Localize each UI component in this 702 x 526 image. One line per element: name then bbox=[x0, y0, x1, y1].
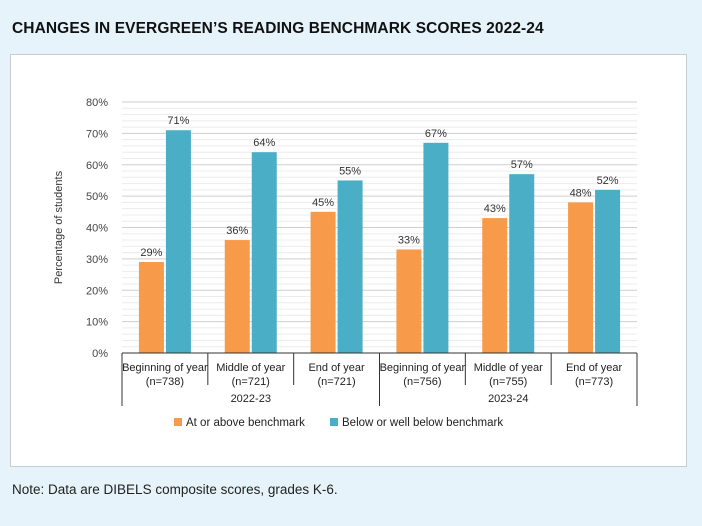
y-tick-label: 10% bbox=[86, 317, 108, 329]
data-label: 36% bbox=[226, 225, 248, 237]
y-tick-label: 70% bbox=[86, 128, 108, 140]
legend-at-or-above-label: At or above benchmark bbox=[186, 417, 305, 429]
bar-below bbox=[595, 189, 621, 353]
bar-at-or-above bbox=[396, 249, 422, 353]
category-count-label: (n=721) bbox=[232, 376, 270, 388]
chart-panel: 0% 10% 20% 30% 40% 50% 60% 70% 80% Percentage of … bbox=[10, 54, 687, 467]
category-count-label: (n=756) bbox=[403, 376, 441, 388]
y-tick-label: 50% bbox=[86, 191, 108, 203]
group-label: 2023-24 bbox=[488, 393, 528, 405]
category-label: End of year bbox=[308, 362, 365, 374]
data-label: 52% bbox=[597, 175, 619, 187]
legend-below-label: Below or well below benchmark bbox=[342, 417, 503, 429]
bar-at-or-above bbox=[310, 211, 336, 353]
bar-at-or-above bbox=[568, 202, 594, 353]
bar-below bbox=[423, 142, 449, 353]
y-tick-label: 80% bbox=[86, 97, 108, 109]
y-tick-label: 20% bbox=[86, 285, 108, 297]
bar-at-or-above bbox=[138, 262, 164, 353]
data-label: 43% bbox=[484, 203, 506, 215]
category-count-label: (n=773) bbox=[575, 376, 613, 388]
y-tick-label: 0% bbox=[92, 348, 108, 360]
category-count-label: (n=738) bbox=[146, 376, 184, 388]
bar-below bbox=[165, 130, 191, 353]
y-tick-label: 40% bbox=[86, 223, 108, 235]
legend-below-swatch bbox=[330, 418, 338, 426]
y-tick-label: 30% bbox=[86, 254, 108, 266]
bar-below bbox=[337, 180, 363, 353]
y-axis-label: Percentage of students bbox=[53, 170, 65, 284]
category-label: Middle of year bbox=[216, 362, 285, 374]
category-label: Beginning of year bbox=[380, 362, 466, 374]
data-label: 29% bbox=[140, 247, 162, 259]
data-label: 71% bbox=[167, 115, 189, 127]
data-label: 45% bbox=[312, 197, 334, 209]
data-label: 57% bbox=[511, 159, 533, 171]
bar-below bbox=[509, 174, 535, 353]
category-label: End of year bbox=[566, 362, 623, 374]
category-label: Beginning of year bbox=[122, 362, 208, 374]
bar-chart: 0% 10% 20% 30% 40% 50% 60% 70% 80% Percentage of … bbox=[53, 97, 638, 429]
category-count-label: (n=721) bbox=[317, 376, 355, 388]
data-label: 33% bbox=[398, 234, 420, 246]
y-tick-label: 60% bbox=[86, 160, 108, 172]
bar-below bbox=[251, 152, 277, 353]
category-label: Middle of year bbox=[474, 362, 543, 374]
bar-at-or-above bbox=[224, 240, 250, 353]
chart-title: CHANGES IN EVERGREEN’S READING BENCHMARK… bbox=[12, 20, 544, 37]
data-label: 48% bbox=[570, 187, 592, 199]
category-count-label: (n=755) bbox=[489, 376, 527, 388]
legend-at-or-above-swatch bbox=[174, 418, 182, 426]
chart-note: Note: Data are DIBELS composite scores, … bbox=[12, 482, 338, 497]
data-label: 55% bbox=[339, 165, 361, 177]
data-label: 67% bbox=[425, 128, 447, 140]
data-label: 64% bbox=[253, 137, 275, 149]
group-label: 2022-23 bbox=[231, 393, 271, 405]
bar-at-or-above bbox=[482, 218, 508, 353]
